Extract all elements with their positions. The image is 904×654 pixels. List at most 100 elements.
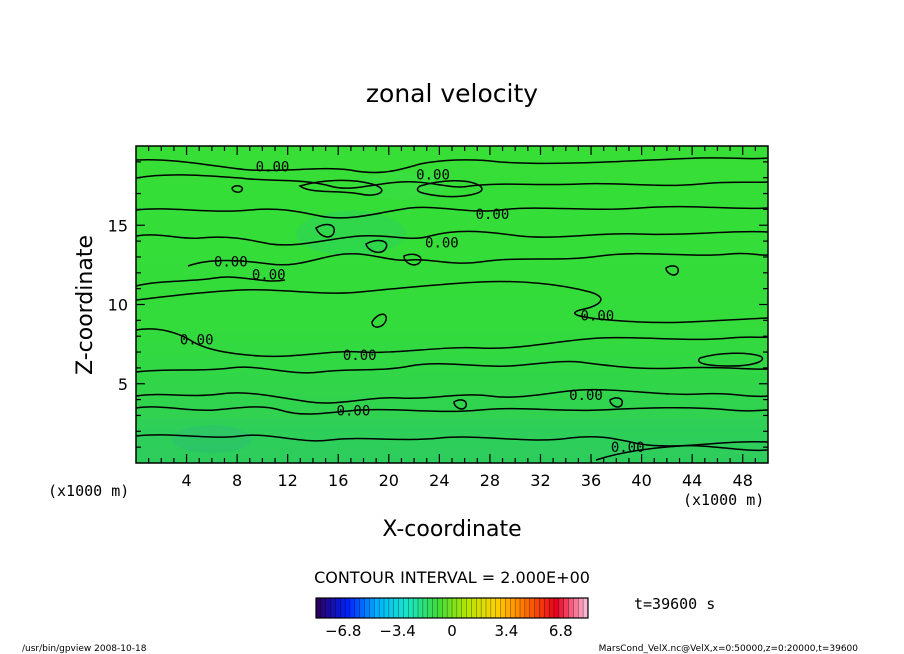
colorbar-cell bbox=[456, 598, 463, 618]
contour-line bbox=[365, 239, 388, 254]
colorbar-cell bbox=[413, 598, 419, 618]
x-axis: 4 8 12 16 20 24 28 32 36 40 44 48 bbox=[148, 146, 756, 490]
contour-line bbox=[403, 253, 422, 266]
colorbar-cell bbox=[486, 598, 492, 618]
colorbar-cell bbox=[452, 598, 458, 618]
colorbar-cell bbox=[379, 598, 385, 618]
colorbar-cell bbox=[330, 598, 336, 618]
field-patch bbox=[171, 425, 252, 454]
colorbar-cell bbox=[461, 598, 467, 618]
colorbar-cell bbox=[476, 598, 482, 618]
colorbar-cell bbox=[539, 598, 545, 618]
colorbar-cell bbox=[447, 598, 453, 618]
colorbar-cell bbox=[340, 598, 346, 618]
colorbar-cell bbox=[529, 598, 535, 618]
colorbar-cell bbox=[335, 598, 341, 618]
contour-line bbox=[231, 185, 244, 193]
colorbar-cell bbox=[432, 598, 438, 618]
contour-line bbox=[697, 352, 764, 367]
colorbar-cell bbox=[544, 598, 550, 618]
x-tick-label: 48 bbox=[733, 471, 753, 490]
colorbar-cell bbox=[320, 598, 327, 618]
colorbar-cell bbox=[471, 598, 477, 618]
colorbar-cell bbox=[573, 598, 579, 618]
colorbar-cell bbox=[427, 598, 433, 618]
x-axis-title: X-coordinate bbox=[382, 517, 521, 542]
contour-lines bbox=[136, 157, 768, 461]
y-axis-title: Z-coordinate bbox=[73, 235, 98, 375]
contour-label: 0.00 bbox=[611, 440, 645, 456]
colorbar-tick-label: −6.8 bbox=[325, 622, 361, 640]
colorbar-cell bbox=[364, 598, 370, 618]
contour-line bbox=[609, 397, 624, 408]
plot-area: 0.00 0.000.000.000.000.000.000.000.000.00… bbox=[136, 146, 768, 463]
contour-line bbox=[136, 280, 768, 324]
colorbar-cell bbox=[583, 598, 589, 618]
contour-label: 0.00 bbox=[337, 404, 371, 420]
y-tick-label: 5 bbox=[118, 375, 128, 394]
colorbar-cell bbox=[384, 598, 390, 618]
colorbar-cell bbox=[510, 598, 516, 618]
colorbar-cell bbox=[408, 598, 414, 618]
contour-line bbox=[665, 265, 680, 276]
colorbar-cell bbox=[466, 598, 472, 618]
field-patch bbox=[295, 211, 406, 256]
colorbar-cell bbox=[359, 598, 365, 618]
colorbar-cell bbox=[495, 598, 501, 618]
x-tick-label: 20 bbox=[379, 471, 399, 490]
colorbar: −6.8 −3.4 0 3.4 6.8 bbox=[315, 597, 589, 640]
x-tick-label: 16 bbox=[328, 471, 348, 490]
contour-line bbox=[136, 328, 768, 358]
y-axis: 5 10 15 bbox=[108, 161, 768, 448]
chart-title: zonal velocity bbox=[366, 79, 538, 108]
x-unit-right: (x1000 m) bbox=[683, 491, 764, 509]
contour-label: 0.00 bbox=[581, 309, 615, 325]
contour-line bbox=[416, 180, 483, 198]
x-tick-label: 24 bbox=[429, 471, 449, 490]
colorbar-cell bbox=[374, 598, 380, 618]
colorbar-cell bbox=[354, 598, 361, 618]
time-label: t=39600 s bbox=[634, 595, 715, 613]
contour-label: 0.00 bbox=[416, 168, 450, 184]
x-tick-label: 32 bbox=[530, 471, 550, 490]
x-tick-label: 8 bbox=[232, 471, 242, 490]
colorbar-cell bbox=[437, 598, 443, 618]
contour-label: 0.00 bbox=[343, 348, 377, 364]
colorbar-cell bbox=[393, 598, 399, 618]
colorbar-frame bbox=[315, 597, 589, 619]
contour-line bbox=[453, 399, 468, 410]
colorbar-cell bbox=[418, 598, 424, 618]
contour-line bbox=[595, 444, 768, 461]
colorbar-cell bbox=[422, 598, 429, 618]
contour-line bbox=[136, 174, 768, 189]
contour-label: 0.00 bbox=[256, 160, 290, 176]
contour-label: 0.00 bbox=[252, 267, 286, 283]
y-tick-label: 15 bbox=[108, 216, 128, 235]
colorbar-cell bbox=[350, 598, 356, 618]
colorbar-tick-label: 6.8 bbox=[549, 622, 573, 640]
colorbar-tick-label: −3.4 bbox=[379, 622, 415, 640]
colorbar-cell bbox=[549, 598, 555, 618]
contour-line bbox=[136, 157, 768, 174]
contour-label: 0.00 bbox=[214, 255, 248, 271]
field-low-band bbox=[136, 418, 768, 463]
contour-line bbox=[136, 205, 768, 219]
contour-line bbox=[136, 276, 286, 287]
x-tick-label: 44 bbox=[682, 471, 702, 490]
contour-label: 0.00 bbox=[180, 332, 214, 348]
contour-line bbox=[136, 360, 768, 374]
footer-left: /usr/bin/gpview 2008-10-18 bbox=[22, 644, 147, 654]
contour-label: 0.00 bbox=[425, 236, 459, 252]
x-unit-left: (x1000 m) bbox=[48, 482, 129, 500]
contour-line bbox=[298, 179, 383, 196]
colorbar-cell bbox=[558, 598, 565, 618]
colorbar-tick-label: 3.4 bbox=[494, 622, 518, 640]
colorbar-cell bbox=[403, 598, 409, 618]
footer-right: MarsCond_VelX.nc@VelX,x=0:50000,z=0:2000… bbox=[599, 644, 859, 654]
colorbar-cell bbox=[505, 598, 511, 618]
contour-line bbox=[136, 434, 768, 447]
y-tick-label: 10 bbox=[108, 296, 128, 315]
x-tick-label: 28 bbox=[480, 471, 500, 490]
contour-line bbox=[136, 388, 768, 404]
